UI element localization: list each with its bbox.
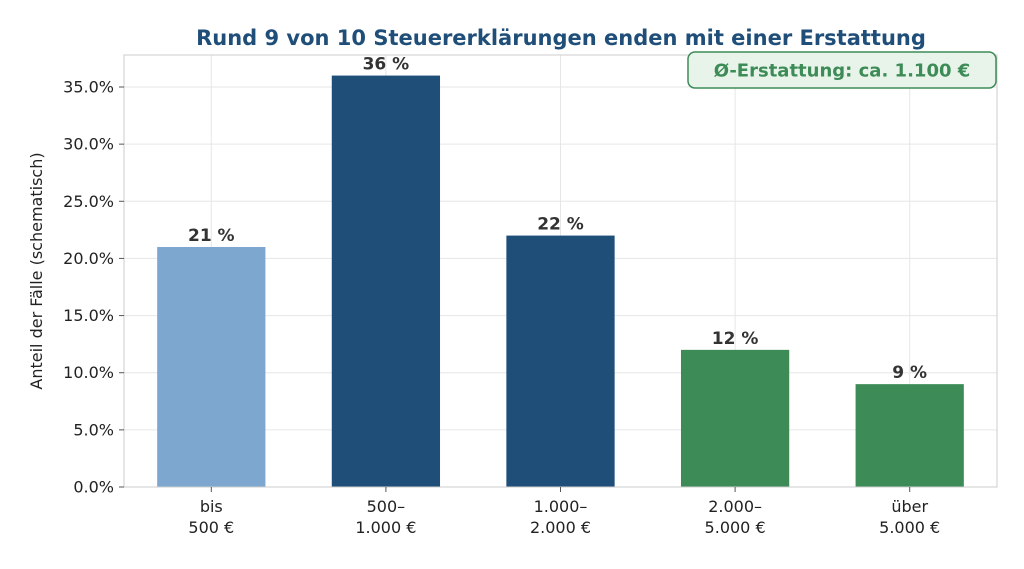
y-tick-label: 10.0%: [63, 363, 114, 382]
x-tick-label: 500–: [367, 497, 406, 516]
y-tick-label: 25.0%: [63, 192, 114, 211]
bar-data-label: 9 %: [892, 363, 927, 383]
y-tick-label: 35.0%: [63, 78, 114, 97]
annotation-box: [687, 51, 997, 89]
x-tick-label: 1.000 €: [355, 518, 416, 537]
bar: [680, 349, 790, 487]
x-tick-label: 5.000 €: [879, 518, 940, 537]
bars: [157, 75, 964, 488]
annotation-text: Ø-Erstattung: ca. 1.100 €: [714, 61, 971, 82]
bar-data-label: 21 %: [188, 226, 235, 246]
y-tick-label: 15.0%: [63, 306, 114, 325]
bar: [855, 384, 964, 487]
x-tick-label: 1.000–: [534, 497, 588, 516]
y-tick-label: 5.0%: [73, 420, 114, 439]
bar-data-label: 22 %: [537, 215, 584, 235]
x-tick-label: über: [891, 497, 928, 516]
bar-data-label: 12 %: [712, 329, 759, 349]
x-tick-label: 2.000 €: [530, 518, 591, 537]
chart-title: Rund 9 von 10 Steuererklärungen enden mi…: [196, 26, 926, 50]
y-tick-label: 30.0%: [63, 135, 114, 154]
bar-data-label: 36 %: [363, 55, 410, 75]
y-axis-ticks: 0.0% 5.0% 10.0% 15.0% 20.0% 25.0% 30.0% 35.0%: [63, 78, 124, 497]
bar: [506, 235, 615, 487]
y-tick-label: 0.0%: [73, 478, 114, 497]
y-tick-label: 20.0%: [63, 249, 114, 268]
x-tick-label: 5.000 €: [705, 518, 766, 537]
x-tick-label: bis: [200, 497, 223, 516]
x-tick-label: 500 €: [188, 518, 234, 537]
x-tick-label: 2.000–: [708, 497, 762, 516]
y-axis-label: Anteil der Fälle (schematisch): [27, 152, 46, 389]
average-refund-annotation: Ø-Erstattung: ca. 1.100 €: [687, 51, 997, 89]
bar-data-labels: 21 % 36 % 22 % 12 % 9 %: [188, 55, 927, 384]
x-axis-ticks: bis 500 € 500– 1.000 € 1.000– 2.000 € 2.000– 5.…: [188, 487, 940, 537]
bar: [331, 75, 441, 488]
bar: [157, 247, 266, 487]
